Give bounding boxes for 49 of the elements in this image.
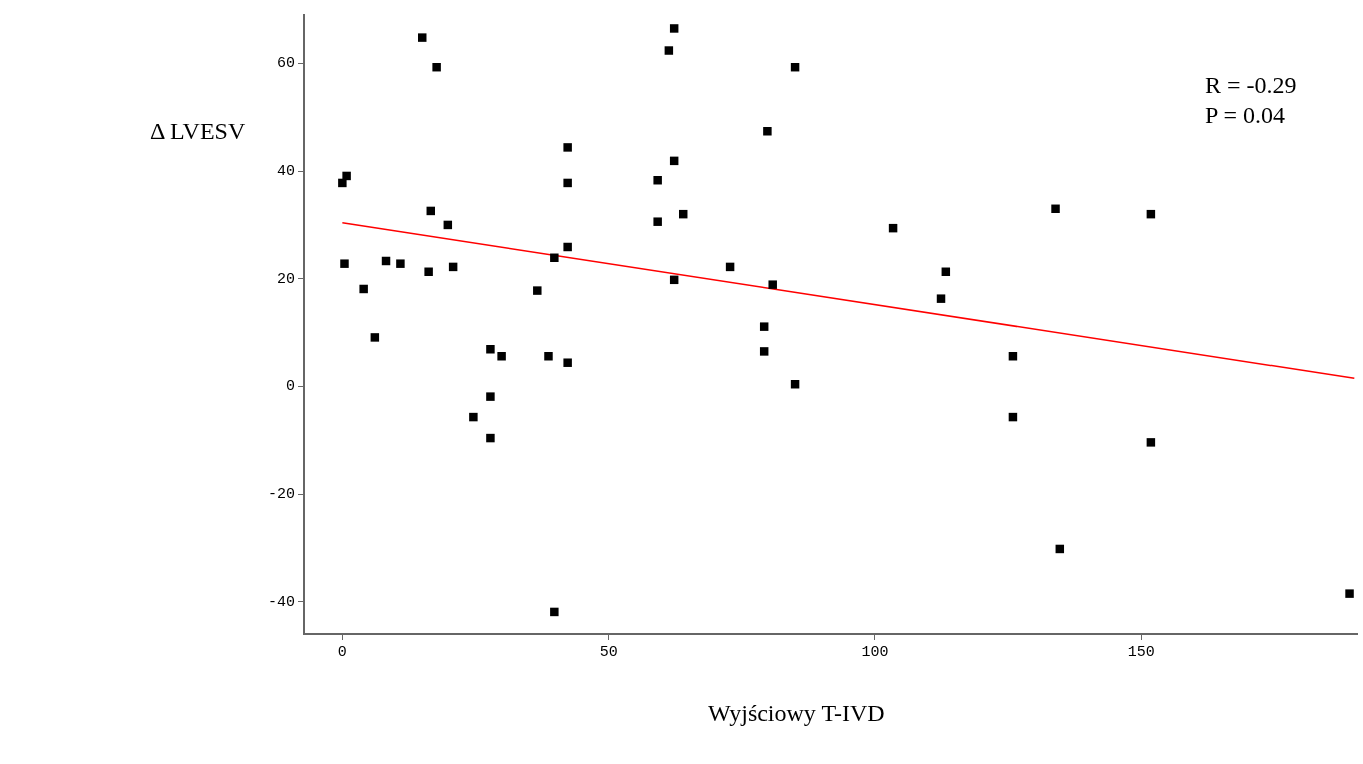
y-tick-label: 20 bbox=[276, 270, 295, 288]
annotation: P = 0.04 bbox=[1205, 101, 1286, 130]
point bbox=[340, 259, 349, 268]
y-tick-label: 60 bbox=[276, 55, 295, 73]
y-tick-label: -20 bbox=[267, 486, 295, 504]
point bbox=[1146, 438, 1156, 447]
point bbox=[533, 286, 542, 295]
point bbox=[370, 333, 380, 342]
point bbox=[563, 143, 572, 152]
point bbox=[759, 322, 769, 331]
point bbox=[424, 267, 433, 276]
point bbox=[768, 280, 777, 289]
point bbox=[342, 171, 351, 181]
point bbox=[486, 345, 495, 354]
point bbox=[550, 253, 559, 262]
point bbox=[563, 178, 572, 188]
point bbox=[418, 33, 427, 42]
point bbox=[653, 176, 662, 185]
x-tick-label: 150 bbox=[1127, 643, 1155, 661]
point bbox=[497, 352, 506, 361]
y-tick-label: -40 bbox=[267, 593, 295, 611]
point bbox=[664, 46, 674, 55]
point bbox=[486, 392, 495, 401]
annotation: R = -0.29 bbox=[1205, 71, 1297, 100]
point bbox=[936, 294, 946, 303]
point bbox=[544, 352, 553, 361]
point bbox=[486, 433, 495, 443]
point bbox=[469, 412, 478, 422]
point bbox=[432, 62, 441, 72]
x-tick-label: 100 bbox=[861, 643, 889, 661]
point bbox=[653, 217, 662, 226]
x-tick-label: 0 bbox=[337, 643, 347, 661]
point bbox=[669, 24, 679, 33]
point bbox=[759, 347, 769, 356]
point bbox=[563, 242, 572, 252]
x-tick-label: 50 bbox=[599, 643, 618, 661]
point bbox=[563, 358, 572, 367]
x-axis-title: Wyjściowy T-IVD bbox=[708, 700, 885, 727]
y-tick-label: 0 bbox=[285, 378, 295, 396]
point bbox=[338, 178, 347, 188]
point bbox=[1008, 352, 1018, 361]
y-axis-title: Δ LVESV bbox=[150, 118, 246, 145]
point bbox=[396, 259, 405, 268]
y-tick-label: 40 bbox=[276, 163, 295, 181]
point bbox=[550, 607, 559, 617]
point bbox=[763, 127, 772, 136]
point bbox=[359, 284, 368, 294]
point bbox=[1051, 204, 1060, 214]
point bbox=[1345, 589, 1354, 598]
